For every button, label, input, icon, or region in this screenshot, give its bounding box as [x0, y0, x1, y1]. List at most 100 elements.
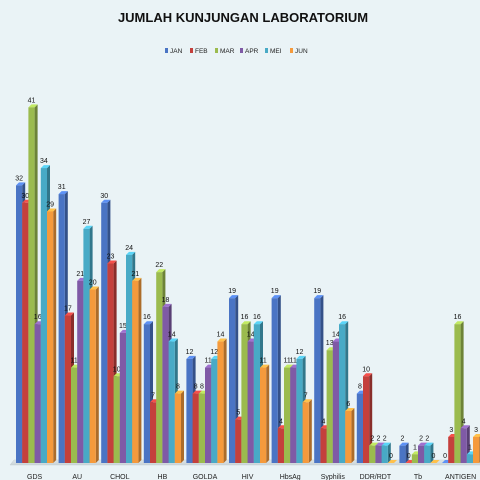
- data-label: 7: [151, 392, 155, 399]
- x-tick-label: DDR/RDT: [360, 474, 392, 480]
- data-label: 0: [407, 453, 411, 460]
- bar-hbsag-jan: [271, 295, 281, 463]
- data-label: 20: [89, 280, 97, 287]
- x-tick-label: GOLDA: [193, 474, 218, 480]
- legend-label-feb: FEB: [195, 48, 208, 55]
- data-label: 16: [34, 314, 42, 321]
- data-label: 1: [413, 444, 417, 451]
- data-label: 21: [131, 271, 139, 278]
- data-label: 17: [64, 306, 72, 313]
- data-label: 14: [168, 332, 176, 339]
- legend-swatch-mei: [265, 48, 268, 53]
- data-label: 6: [346, 401, 350, 408]
- data-label: 2: [377, 436, 381, 443]
- bar-gds-jun: [47, 208, 57, 463]
- data-label: 0: [389, 453, 393, 460]
- data-label: 14: [217, 332, 225, 339]
- chart-title: JUMLAH KUNJUNGAN LABORATORIUM: [118, 10, 368, 25]
- data-label: 11: [290, 358, 297, 365]
- x-axis-labels: GDS AU CHOL HB GOLDA HIV HbsAg Syphilis DDR/RDT T…: [27, 474, 476, 480]
- data-label: 2: [419, 436, 423, 443]
- bar-chol-jun: [132, 277, 142, 463]
- data-label: 16: [143, 314, 151, 321]
- bar-tb-jan: [399, 442, 409, 463]
- data-label: 0: [443, 453, 447, 460]
- data-label: 14: [247, 332, 255, 339]
- bar-ddr-rdt-feb: [363, 373, 373, 463]
- data-label: 2: [425, 436, 429, 443]
- data-label: 1: [468, 444, 472, 451]
- data-label: 30: [21, 193, 29, 200]
- legend-swatch-apr: [240, 48, 243, 53]
- legend-label-mar: MAR: [220, 48, 235, 55]
- bar-syphilis-jan: [314, 295, 324, 463]
- data-label: 19: [228, 288, 236, 295]
- data-label: 5: [236, 410, 240, 417]
- data-label: 29: [46, 201, 54, 208]
- bar-tb-mei: [424, 442, 434, 463]
- data-label: 2: [401, 436, 405, 443]
- data-label: 12: [210, 349, 218, 356]
- data-label: 21: [76, 271, 84, 278]
- data-label: 14: [332, 332, 340, 339]
- data-label: 8: [200, 384, 204, 391]
- data-label: 8: [194, 384, 198, 391]
- bar-ddr-rdt-jun: [387, 460, 397, 464]
- x-tick-label: Syphilis: [321, 474, 346, 480]
- data-label: 11: [70, 358, 77, 365]
- bars: 3230411634293117112127203023101524211672…: [15, 97, 480, 464]
- data-label: 19: [271, 288, 279, 295]
- x-tick-label: Tb: [414, 474, 422, 480]
- bar-au-jun: [89, 286, 99, 463]
- data-label: 12: [296, 349, 304, 356]
- data-label: 11: [204, 358, 211, 365]
- data-label: 18: [162, 297, 170, 304]
- data-label: 13: [326, 340, 334, 347]
- legend-label-mei: MEI: [270, 48, 282, 55]
- legend-label-apr: APR: [245, 48, 259, 55]
- data-label: 24: [125, 245, 133, 252]
- data-label: 32: [15, 175, 23, 182]
- data-label: 4: [322, 418, 326, 425]
- data-label: 16: [253, 314, 261, 321]
- data-label: 16: [241, 314, 249, 321]
- bar-hiv-jun: [260, 364, 270, 463]
- data-label: 2: [370, 436, 374, 443]
- data-label: 3: [474, 427, 478, 434]
- legend-swatch-feb: [190, 48, 193, 53]
- x-tick-label: GDS: [27, 474, 43, 480]
- x-tick-label: HB: [158, 474, 168, 480]
- legend-swatch-jun: [290, 48, 293, 53]
- data-label: 10: [113, 366, 121, 373]
- data-label: 10: [362, 366, 370, 373]
- x-tick-label: ANTIGEN: [445, 474, 476, 480]
- data-label: 41: [28, 97, 36, 104]
- data-label: 11: [283, 358, 290, 365]
- bar-hb-jun: [174, 390, 184, 463]
- data-label: 2: [383, 436, 387, 443]
- bar-syphilis-jun: [345, 407, 355, 463]
- bar-tb-jun: [430, 460, 440, 464]
- data-label: 30: [100, 193, 108, 200]
- bar-antigen-jun: [473, 433, 480, 463]
- data-label: 22: [155, 262, 163, 269]
- data-label: 23: [107, 253, 115, 260]
- legend: JAN FEB MAR APR MEI JUN: [165, 48, 308, 55]
- data-label: 16: [454, 314, 462, 321]
- data-label: 34: [40, 158, 48, 165]
- bar-hbsag-jun: [302, 399, 312, 463]
- data-label: 0: [432, 453, 436, 460]
- data-label: 4: [279, 418, 283, 425]
- data-label: 12: [186, 349, 194, 356]
- data-label: 15: [119, 323, 127, 330]
- data-label: 11: [259, 358, 266, 365]
- legend-swatch-jan: [165, 48, 168, 53]
- data-label: 16: [338, 314, 346, 321]
- data-label: 19: [313, 288, 321, 295]
- data-label: 3: [449, 427, 453, 434]
- data-label: 4: [462, 418, 466, 425]
- legend-label-jun: JUN: [295, 48, 308, 55]
- x-tick-label: AU: [72, 474, 82, 480]
- x-tick-label: HbsAg: [280, 474, 301, 480]
